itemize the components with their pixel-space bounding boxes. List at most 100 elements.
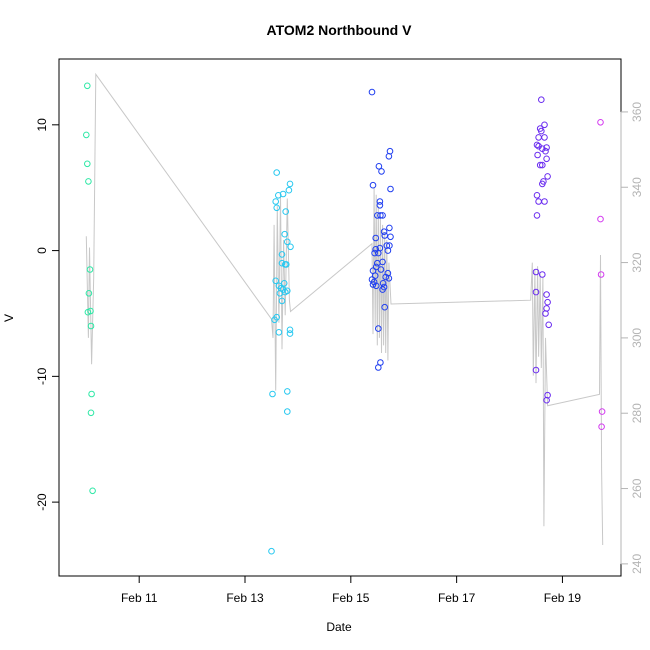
data-point <box>382 273 390 281</box>
data-point <box>543 291 550 298</box>
data-point <box>598 423 605 431</box>
data-point <box>375 325 382 332</box>
data-point <box>387 233 394 241</box>
data-point <box>374 259 381 267</box>
x-axis-label: Date <box>326 620 352 634</box>
data-point <box>372 234 380 242</box>
data-point <box>275 192 282 199</box>
data-point <box>83 131 90 139</box>
data-point <box>375 163 383 170</box>
bottom-tick-label: Feb 13 <box>226 591 264 605</box>
data-point <box>272 198 280 205</box>
right-tick-label: 360 <box>630 102 644 122</box>
right-tick-label: 340 <box>630 177 644 197</box>
data-point <box>532 366 540 374</box>
points-layer <box>83 82 606 555</box>
data-point <box>87 409 95 417</box>
left-tick-label: -10 <box>35 367 49 385</box>
data-point <box>281 230 289 238</box>
left-tick-label: -20 <box>35 493 49 511</box>
data-point <box>371 249 378 257</box>
data-point <box>542 310 549 317</box>
data-point <box>381 303 389 311</box>
data-point <box>541 198 548 205</box>
data-point <box>597 215 604 223</box>
bottom-tick-label: Feb 19 <box>544 591 582 605</box>
data-point <box>533 141 541 149</box>
data-point <box>89 487 96 495</box>
data-point <box>85 290 93 297</box>
data-point <box>376 244 384 252</box>
data-point <box>543 155 550 163</box>
data-point <box>598 408 606 415</box>
data-point <box>279 190 287 198</box>
data-point <box>597 119 604 126</box>
data-point <box>539 180 546 188</box>
data-point <box>534 151 541 159</box>
data-point <box>532 268 540 276</box>
data-point <box>597 271 605 278</box>
data-point <box>538 96 545 103</box>
data-point <box>533 212 541 219</box>
data-point <box>287 243 294 251</box>
heading-series-line <box>85 72 604 546</box>
data-point <box>541 134 548 141</box>
data-point <box>369 281 377 288</box>
left-tick-label: 0 <box>35 247 49 254</box>
data-point <box>532 288 540 296</box>
data-point <box>271 316 278 324</box>
data-point <box>377 212 384 219</box>
data-point <box>286 326 294 334</box>
data-point <box>376 198 384 205</box>
data-point <box>384 247 392 254</box>
data-point <box>385 153 393 160</box>
right-tick-label: 320 <box>630 252 644 272</box>
data-point <box>376 202 384 209</box>
data-point <box>542 147 549 155</box>
data-point <box>371 272 379 280</box>
data-point <box>387 185 394 193</box>
bottom-tick-label: Feb 11 <box>121 591 158 605</box>
data-point <box>278 297 286 305</box>
data-point <box>544 298 551 306</box>
data-point <box>544 173 551 180</box>
data-point <box>375 364 382 371</box>
bottom-axis: Feb 11 Feb 13 Feb 15 Feb 17 Feb 19 <box>121 575 582 605</box>
data-point <box>87 322 95 330</box>
data-point <box>535 134 542 141</box>
left-tick-label: 10 <box>35 118 49 132</box>
data-point <box>85 178 92 185</box>
data-point <box>385 275 393 282</box>
data-point <box>539 161 546 169</box>
left-axis: -20 -10 0 10 <box>35 118 60 511</box>
data-point <box>280 280 288 287</box>
data-point <box>386 224 393 232</box>
right-axis: 240 260 280 300 320 340 360 <box>620 102 644 574</box>
data-point <box>535 198 542 205</box>
right-tick-label: 300 <box>630 328 644 348</box>
data-point <box>268 547 275 555</box>
data-point <box>284 238 291 246</box>
data-point <box>84 82 91 90</box>
data-point <box>269 390 276 398</box>
data-point <box>539 271 546 278</box>
right-tick-label: 280 <box>630 403 644 423</box>
data-point <box>272 277 280 285</box>
data-point <box>543 396 550 404</box>
data-point <box>282 208 290 215</box>
data-point <box>377 266 385 273</box>
data-point <box>285 186 293 194</box>
data-point <box>278 251 286 258</box>
data-point <box>378 168 385 175</box>
data-point <box>278 259 286 267</box>
data-point <box>86 266 94 273</box>
data-point <box>379 280 387 287</box>
data-point <box>369 181 377 189</box>
data-point <box>372 246 380 253</box>
data-point <box>286 180 294 188</box>
data-point <box>273 169 281 176</box>
data-point <box>284 408 291 415</box>
data-point <box>545 321 553 329</box>
right-tick-label: 260 <box>630 478 644 498</box>
